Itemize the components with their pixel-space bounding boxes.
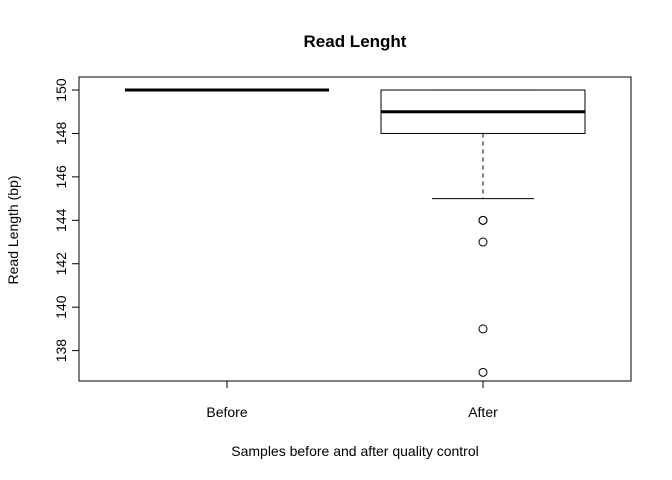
outlier-point xyxy=(478,324,488,334)
x-axis: Before After xyxy=(206,380,498,420)
boxes-layer xyxy=(125,88,586,377)
y-tick-label: 148 xyxy=(53,122,69,146)
x-axis-label: Samples before and after quality control xyxy=(231,443,478,459)
outlier-point xyxy=(478,367,488,377)
outlier-point xyxy=(478,215,488,225)
y-tick-label: 140 xyxy=(53,295,69,319)
chart-title: Read Lenght xyxy=(304,32,407,51)
x-tick-label: Before xyxy=(206,404,247,420)
y-tick-label: 142 xyxy=(53,252,69,276)
y-axis: 138 140 142 144 146 148 150 xyxy=(53,78,80,363)
y-tick-label: 150 xyxy=(53,78,69,102)
y-axis-label: Read Length (bp) xyxy=(5,176,21,285)
y-tick-label: 144 xyxy=(53,208,69,232)
box-after xyxy=(380,89,586,377)
x-tick-label: After xyxy=(468,404,498,420)
y-tick-label: 146 xyxy=(53,165,69,189)
y-tick-label: 138 xyxy=(53,339,69,363)
outlier-point xyxy=(478,237,488,247)
